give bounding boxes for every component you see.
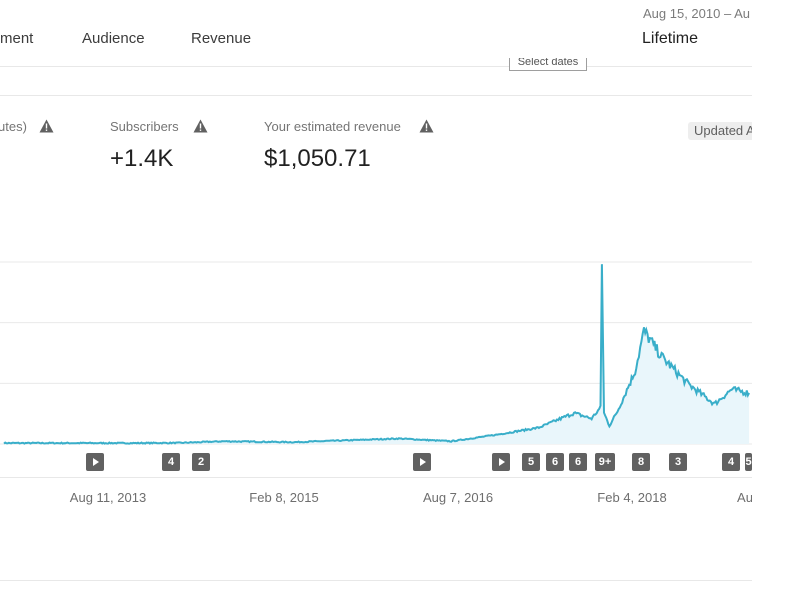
- revenue-chart[interactable]: [0, 230, 752, 460]
- metric-value-revenue: $1,050.71: [264, 145, 371, 172]
- period-dropdown[interactable]: Lifetime: [642, 30, 699, 47]
- select-dates-button[interactable]: Select dates: [509, 58, 587, 71]
- x-tick-label: Feb 4, 2018: [597, 490, 667, 505]
- annotation-marker[interactable]: 3: [669, 453, 687, 471]
- x-tick-label: Aug 11, 2013: [69, 490, 147, 505]
- annotation-marker[interactable]: 6: [569, 453, 587, 471]
- tab-revenue[interactable]: Revenue: [191, 30, 252, 47]
- chart-axis-divider: [0, 477, 752, 478]
- x-tick-label: Feb 8, 2015: [249, 490, 319, 505]
- tab-engagement[interactable]: ment: [0, 30, 34, 47]
- tab-audience[interactable]: Audience: [82, 30, 145, 47]
- warning-icon[interactable]: [193, 119, 208, 133]
- x-tick-label: Au: [737, 490, 753, 505]
- footer-divider: [0, 580, 752, 581]
- tabs-divider: [0, 66, 752, 67]
- annotation-marker[interactable]: 9+: [595, 453, 615, 471]
- annotation-marker[interactable]: 5: [745, 453, 752, 471]
- date-range-text: Aug 15, 2010 – Au: [643, 6, 750, 21]
- warning-icon[interactable]: [39, 119, 54, 133]
- chart-series-line: [3, 264, 750, 445]
- annotation-marker[interactable]: 4: [162, 453, 180, 471]
- updated-badge: Updated A: [688, 122, 761, 140]
- chart-area-fill: [4, 264, 750, 444]
- metric-label-revenue: Your estimated revenue: [264, 119, 401, 134]
- x-tick-label: Aug 7, 2016: [422, 490, 494, 505]
- metric-label-subscribers: Subscribers: [110, 119, 179, 134]
- section-divider: [0, 95, 752, 96]
- right-panel-blank: [752, 0, 800, 600]
- annotation-marker[interactable]: 8: [632, 453, 650, 471]
- annotation-marker[interactable]: 6: [546, 453, 564, 471]
- annotation-marker[interactable]: 5: [522, 453, 540, 471]
- video-marker[interactable]: [492, 453, 510, 471]
- video-marker[interactable]: [413, 453, 431, 471]
- video-marker[interactable]: [86, 453, 104, 471]
- warning-icon[interactable]: [419, 119, 434, 133]
- metric-label-watch-time: utes): [0, 119, 27, 134]
- annotation-marker[interactable]: 4: [722, 453, 740, 471]
- metric-value-subscribers: +1.4K: [110, 145, 174, 172]
- annotation-marker[interactable]: 2: [192, 453, 210, 471]
